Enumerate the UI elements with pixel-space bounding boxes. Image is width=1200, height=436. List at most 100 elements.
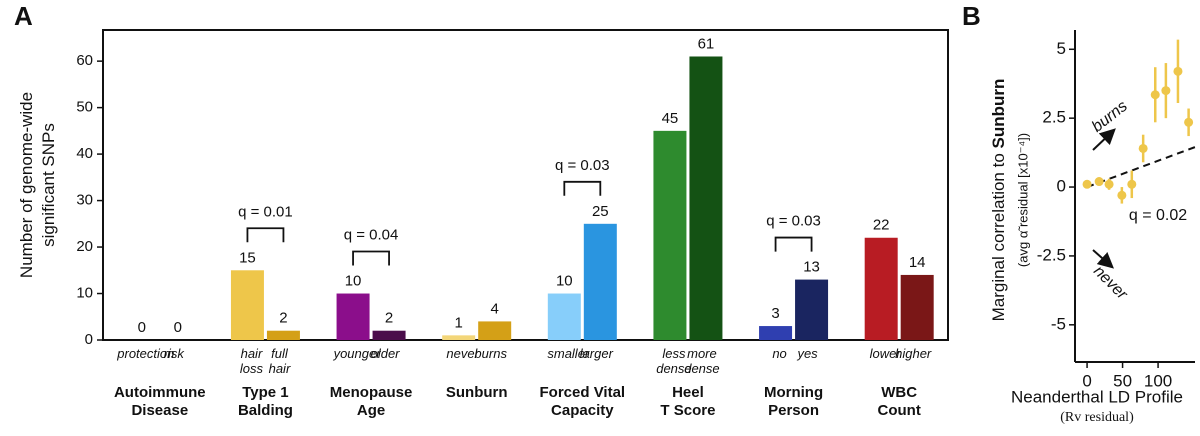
bar — [442, 335, 476, 340]
x-tick-label-line: smaller — [547, 346, 590, 361]
value-label: 61 — [698, 35, 715, 52]
group-label: Forced Vital Capacity — [540, 384, 626, 419]
y-axis-label-part: Marginal correlation to — [989, 148, 1008, 321]
group-label-line: Count — [878, 402, 921, 419]
x-tick-label: smaller — [547, 346, 590, 361]
x-tick-label: 0 — [1082, 371, 1091, 390]
group-label-line: Balding — [238, 402, 293, 419]
x-tick-label: no — [772, 346, 786, 361]
x-tick-label-line: larger — [580, 346, 614, 361]
y-tick-label: 2.5 — [1042, 108, 1066, 127]
y-tick-label: 5 — [1057, 39, 1066, 58]
point — [1173, 66, 1183, 76]
significance-label: q = 0.01 — [238, 203, 293, 220]
value-label: 25 — [592, 203, 609, 220]
y-axis-label-part: Sunburn — [989, 79, 1008, 149]
x-tick-label: yes — [796, 346, 818, 361]
y-tick-label: 0 — [1057, 177, 1066, 196]
group-label: Morning Person — [764, 384, 823, 419]
arrow — [1092, 249, 1114, 269]
bar — [795, 279, 829, 340]
x-tick-label: less dense — [656, 346, 691, 376]
x-tick-label-line: dense — [656, 361, 691, 376]
x-tick-label: risk — [164, 346, 186, 361]
value-label: 2 — [279, 310, 287, 327]
value-label: 13 — [803, 259, 820, 276]
x-tick-label: protection — [116, 346, 174, 361]
x-tick-label-line: less — [662, 346, 686, 361]
group-label-line: Menopause — [330, 384, 413, 401]
arrow — [1092, 128, 1116, 151]
x-tick-label: full hair — [269, 346, 291, 376]
value-label: 2 — [385, 310, 393, 327]
point — [1138, 143, 1148, 153]
point — [1184, 117, 1194, 127]
bar — [583, 223, 617, 340]
x-tick-label: younger — [333, 346, 382, 361]
group-label: WBC Count — [878, 384, 921, 419]
panel-label: B — [962, 1, 981, 31]
x-tick-label: older — [371, 346, 401, 361]
x-tick-label-line: burns — [474, 346, 507, 361]
point — [1117, 190, 1127, 200]
point — [1104, 179, 1114, 189]
x-tick-label-line: hair — [269, 361, 291, 376]
panel-label: A — [14, 1, 33, 31]
bar — [759, 326, 793, 340]
direction-label: never — [1090, 263, 1131, 304]
bar — [689, 56, 723, 340]
annotation: q = 0.02 — [1129, 207, 1187, 224]
y-tick-label: 30 — [76, 192, 93, 209]
group-label-line: Autoimmune — [114, 384, 206, 401]
y-axis-label: Marginal correlation to Sunburn — [989, 79, 1008, 322]
x-tick-label: 50 — [1113, 371, 1132, 390]
bar — [266, 330, 300, 340]
value-label: 4 — [491, 300, 499, 317]
x-tick-label-line: lower — [870, 346, 902, 361]
group-label: Heel T Score — [660, 384, 715, 419]
direction-label: burns — [1089, 98, 1131, 136]
point — [1094, 177, 1104, 187]
group-label: Sunburn — [446, 384, 508, 401]
x-tick-label: larger — [580, 346, 614, 361]
significance-bracket — [774, 236, 813, 252]
x-tick-label: never — [446, 346, 479, 361]
significance-bracket — [563, 180, 602, 196]
group-label-line: Morning — [764, 384, 823, 401]
bar — [864, 237, 898, 340]
value-label: 10 — [345, 272, 362, 289]
bar — [653, 130, 687, 340]
value-label: 22 — [873, 217, 890, 234]
x-tick-label-line: yes — [796, 346, 818, 361]
group-label: Menopause Age — [330, 384, 413, 419]
point — [1082, 179, 1092, 189]
plot-frame — [102, 29, 949, 341]
x-tick-label-line: never — [446, 346, 479, 361]
bar — [336, 293, 370, 340]
x-tick-label-line: younger — [333, 346, 382, 361]
y-axis-label: Number of genome-wide significant SNPs — [17, 92, 58, 278]
value-label: 1 — [455, 314, 463, 331]
value-label: 0 — [174, 319, 182, 336]
x-axis-sublabel: (Rv residual) — [1060, 410, 1134, 425]
x-tick-label-line: risk — [164, 346, 186, 361]
value-label: 3 — [771, 305, 779, 322]
x-tick-label-line: protection — [116, 346, 174, 361]
x-tick-label: more dense — [684, 346, 719, 376]
y-tick-label: 50 — [76, 99, 93, 116]
bar — [372, 330, 406, 340]
point — [1127, 179, 1137, 189]
group-label: Type 1 Balding — [238, 384, 293, 419]
significance-bracket — [246, 227, 285, 243]
bar — [547, 293, 581, 340]
x-tick-label-line: no — [772, 346, 786, 361]
group-label-line: Capacity — [551, 402, 614, 419]
group-label-line: Person — [768, 402, 819, 419]
bar — [478, 321, 512, 340]
y-tick-label: 40 — [76, 145, 93, 162]
x-tick-label: burns — [474, 346, 507, 361]
y-axis-label-line: significant SNPs — [39, 123, 58, 247]
x-tick-label-line: older — [371, 346, 401, 361]
y-tick-label: 20 — [76, 238, 93, 255]
y-tick-label: -2.5 — [1037, 245, 1066, 264]
